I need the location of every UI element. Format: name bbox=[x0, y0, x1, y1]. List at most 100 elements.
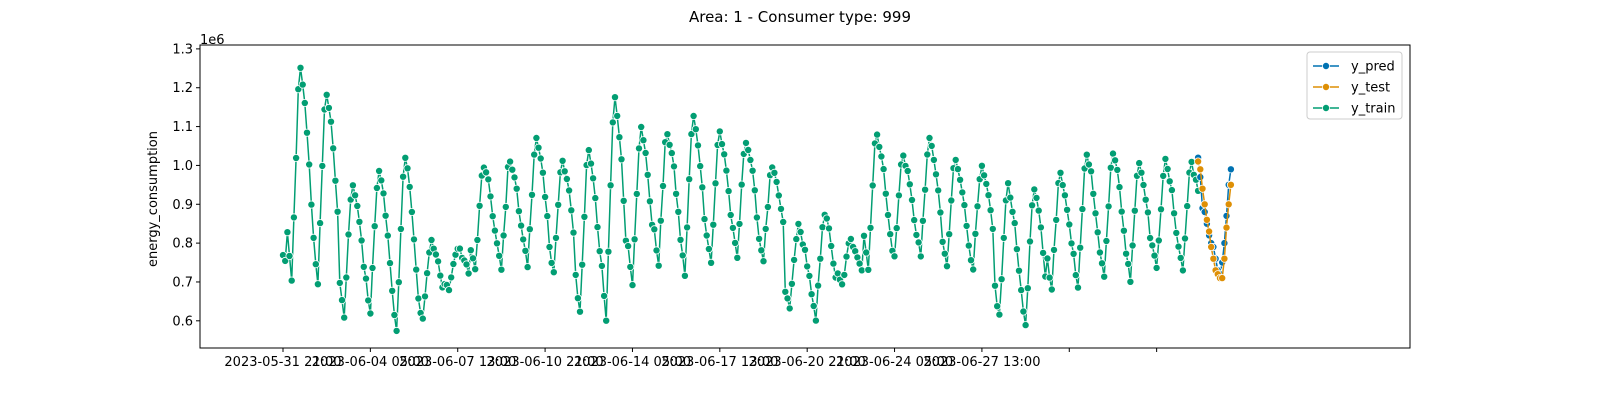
y-train-point bbox=[359, 262, 368, 271]
x-tick-label: 2023-06-10 21:00 bbox=[487, 355, 604, 370]
y-train-point bbox=[1052, 215, 1061, 224]
y-train-point bbox=[702, 231, 711, 240]
y-train-point bbox=[829, 259, 838, 268]
y-train-point bbox=[790, 255, 799, 264]
y-train-point bbox=[801, 245, 810, 254]
y-train-point bbox=[611, 93, 620, 102]
y-train-point bbox=[1104, 202, 1113, 211]
y-train-point bbox=[742, 138, 751, 147]
y-train-point bbox=[444, 286, 453, 295]
y-train-point bbox=[591, 194, 600, 203]
y-train-point bbox=[525, 225, 534, 234]
y-test-point bbox=[1226, 180, 1235, 189]
y-train-point bbox=[1074, 283, 1083, 292]
y-train-point bbox=[1143, 208, 1152, 217]
y-train-point bbox=[405, 182, 414, 191]
x-tick-label: 2023-06-20 21:00 bbox=[749, 355, 866, 370]
y-train-point bbox=[866, 223, 875, 232]
y-train-point bbox=[960, 201, 969, 210]
y-train-point bbox=[423, 269, 432, 278]
y-train-point bbox=[995, 310, 1004, 319]
y-test-point bbox=[1207, 242, 1216, 251]
y-train-point bbox=[401, 153, 410, 162]
y-train-point bbox=[680, 271, 689, 280]
y-train-point bbox=[1019, 307, 1028, 316]
y-train-point bbox=[1148, 241, 1157, 250]
y-train-point bbox=[694, 141, 703, 150]
y-train-point bbox=[809, 301, 818, 310]
y-pred-point bbox=[1226, 165, 1235, 174]
y-train-point bbox=[1154, 236, 1163, 245]
y-train-point bbox=[757, 246, 766, 255]
y-train-point bbox=[1152, 263, 1161, 272]
y-train-point bbox=[667, 149, 676, 158]
y-train-point bbox=[1089, 189, 1098, 198]
y-train-point bbox=[449, 259, 458, 268]
y-train-point bbox=[805, 271, 814, 280]
y-test-point bbox=[1222, 223, 1231, 232]
y-train-point bbox=[1124, 259, 1133, 268]
y-train-point bbox=[986, 206, 995, 215]
y-train-point bbox=[785, 304, 794, 313]
y-train-point bbox=[923, 150, 932, 159]
y-train-point bbox=[348, 181, 357, 190]
y-train-point bbox=[490, 226, 499, 235]
y-train-point bbox=[1050, 245, 1059, 254]
y-train-point bbox=[910, 216, 919, 225]
y-tick-label: 1.2 bbox=[172, 81, 193, 96]
y-train-point bbox=[635, 144, 644, 153]
y-train-point bbox=[606, 181, 615, 190]
plot-area bbox=[278, 63, 1235, 335]
y-train-point bbox=[827, 241, 836, 250]
y-train-point bbox=[973, 202, 982, 211]
y-train-point bbox=[779, 217, 788, 226]
y-train-point bbox=[689, 112, 698, 121]
y-train-point bbox=[698, 183, 707, 192]
y-train-point bbox=[486, 192, 495, 201]
y-train-point bbox=[543, 212, 552, 221]
legend-label-y-test: y_test bbox=[1351, 81, 1390, 96]
y-train-point bbox=[514, 207, 523, 216]
y-train-point bbox=[309, 233, 318, 242]
y-train-point bbox=[549, 268, 558, 277]
y-train-point bbox=[1028, 201, 1037, 210]
y-train-point bbox=[632, 189, 641, 198]
y-train-point bbox=[475, 201, 484, 210]
y-train-point bbox=[619, 196, 628, 205]
y-train-point bbox=[759, 257, 768, 266]
y-train-point bbox=[381, 211, 390, 220]
y-train-point bbox=[372, 183, 381, 192]
y-train-point bbox=[519, 235, 528, 244]
y-train-point bbox=[1100, 272, 1109, 281]
y-pred-point bbox=[1220, 239, 1229, 248]
y-train-point bbox=[752, 213, 761, 222]
y-train-point bbox=[860, 231, 869, 240]
y-train-point bbox=[353, 201, 362, 210]
y-train-point bbox=[905, 180, 914, 189]
y-train-point bbox=[285, 251, 294, 260]
y-train-point bbox=[715, 127, 724, 136]
x-tick-label: 2023-06-24 05:00 bbox=[836, 355, 953, 370]
y-train-point bbox=[584, 146, 593, 155]
legend-label-y-train: y_train bbox=[1351, 102, 1395, 117]
y-train-point bbox=[333, 207, 342, 216]
y-train-point bbox=[436, 271, 445, 280]
y-train-point bbox=[1159, 171, 1168, 180]
y-train-point bbox=[628, 281, 637, 290]
y-train-point bbox=[300, 99, 309, 108]
y-train-point bbox=[951, 155, 960, 164]
y-train-point bbox=[744, 145, 753, 154]
y-train-point bbox=[523, 263, 532, 272]
y-train-point bbox=[962, 221, 971, 230]
y-train-point bbox=[879, 165, 888, 174]
y-train-point bbox=[1047, 285, 1056, 294]
y-train-point bbox=[670, 162, 679, 171]
y-tick-label: 1.1 bbox=[172, 120, 193, 135]
y-train-point bbox=[711, 179, 720, 188]
y-train-point bbox=[735, 219, 744, 228]
y-train-point bbox=[947, 196, 956, 205]
y-train-point bbox=[573, 294, 582, 303]
y-train-point bbox=[724, 187, 733, 196]
y-train-point bbox=[1063, 205, 1072, 214]
y-train-point bbox=[287, 276, 296, 285]
